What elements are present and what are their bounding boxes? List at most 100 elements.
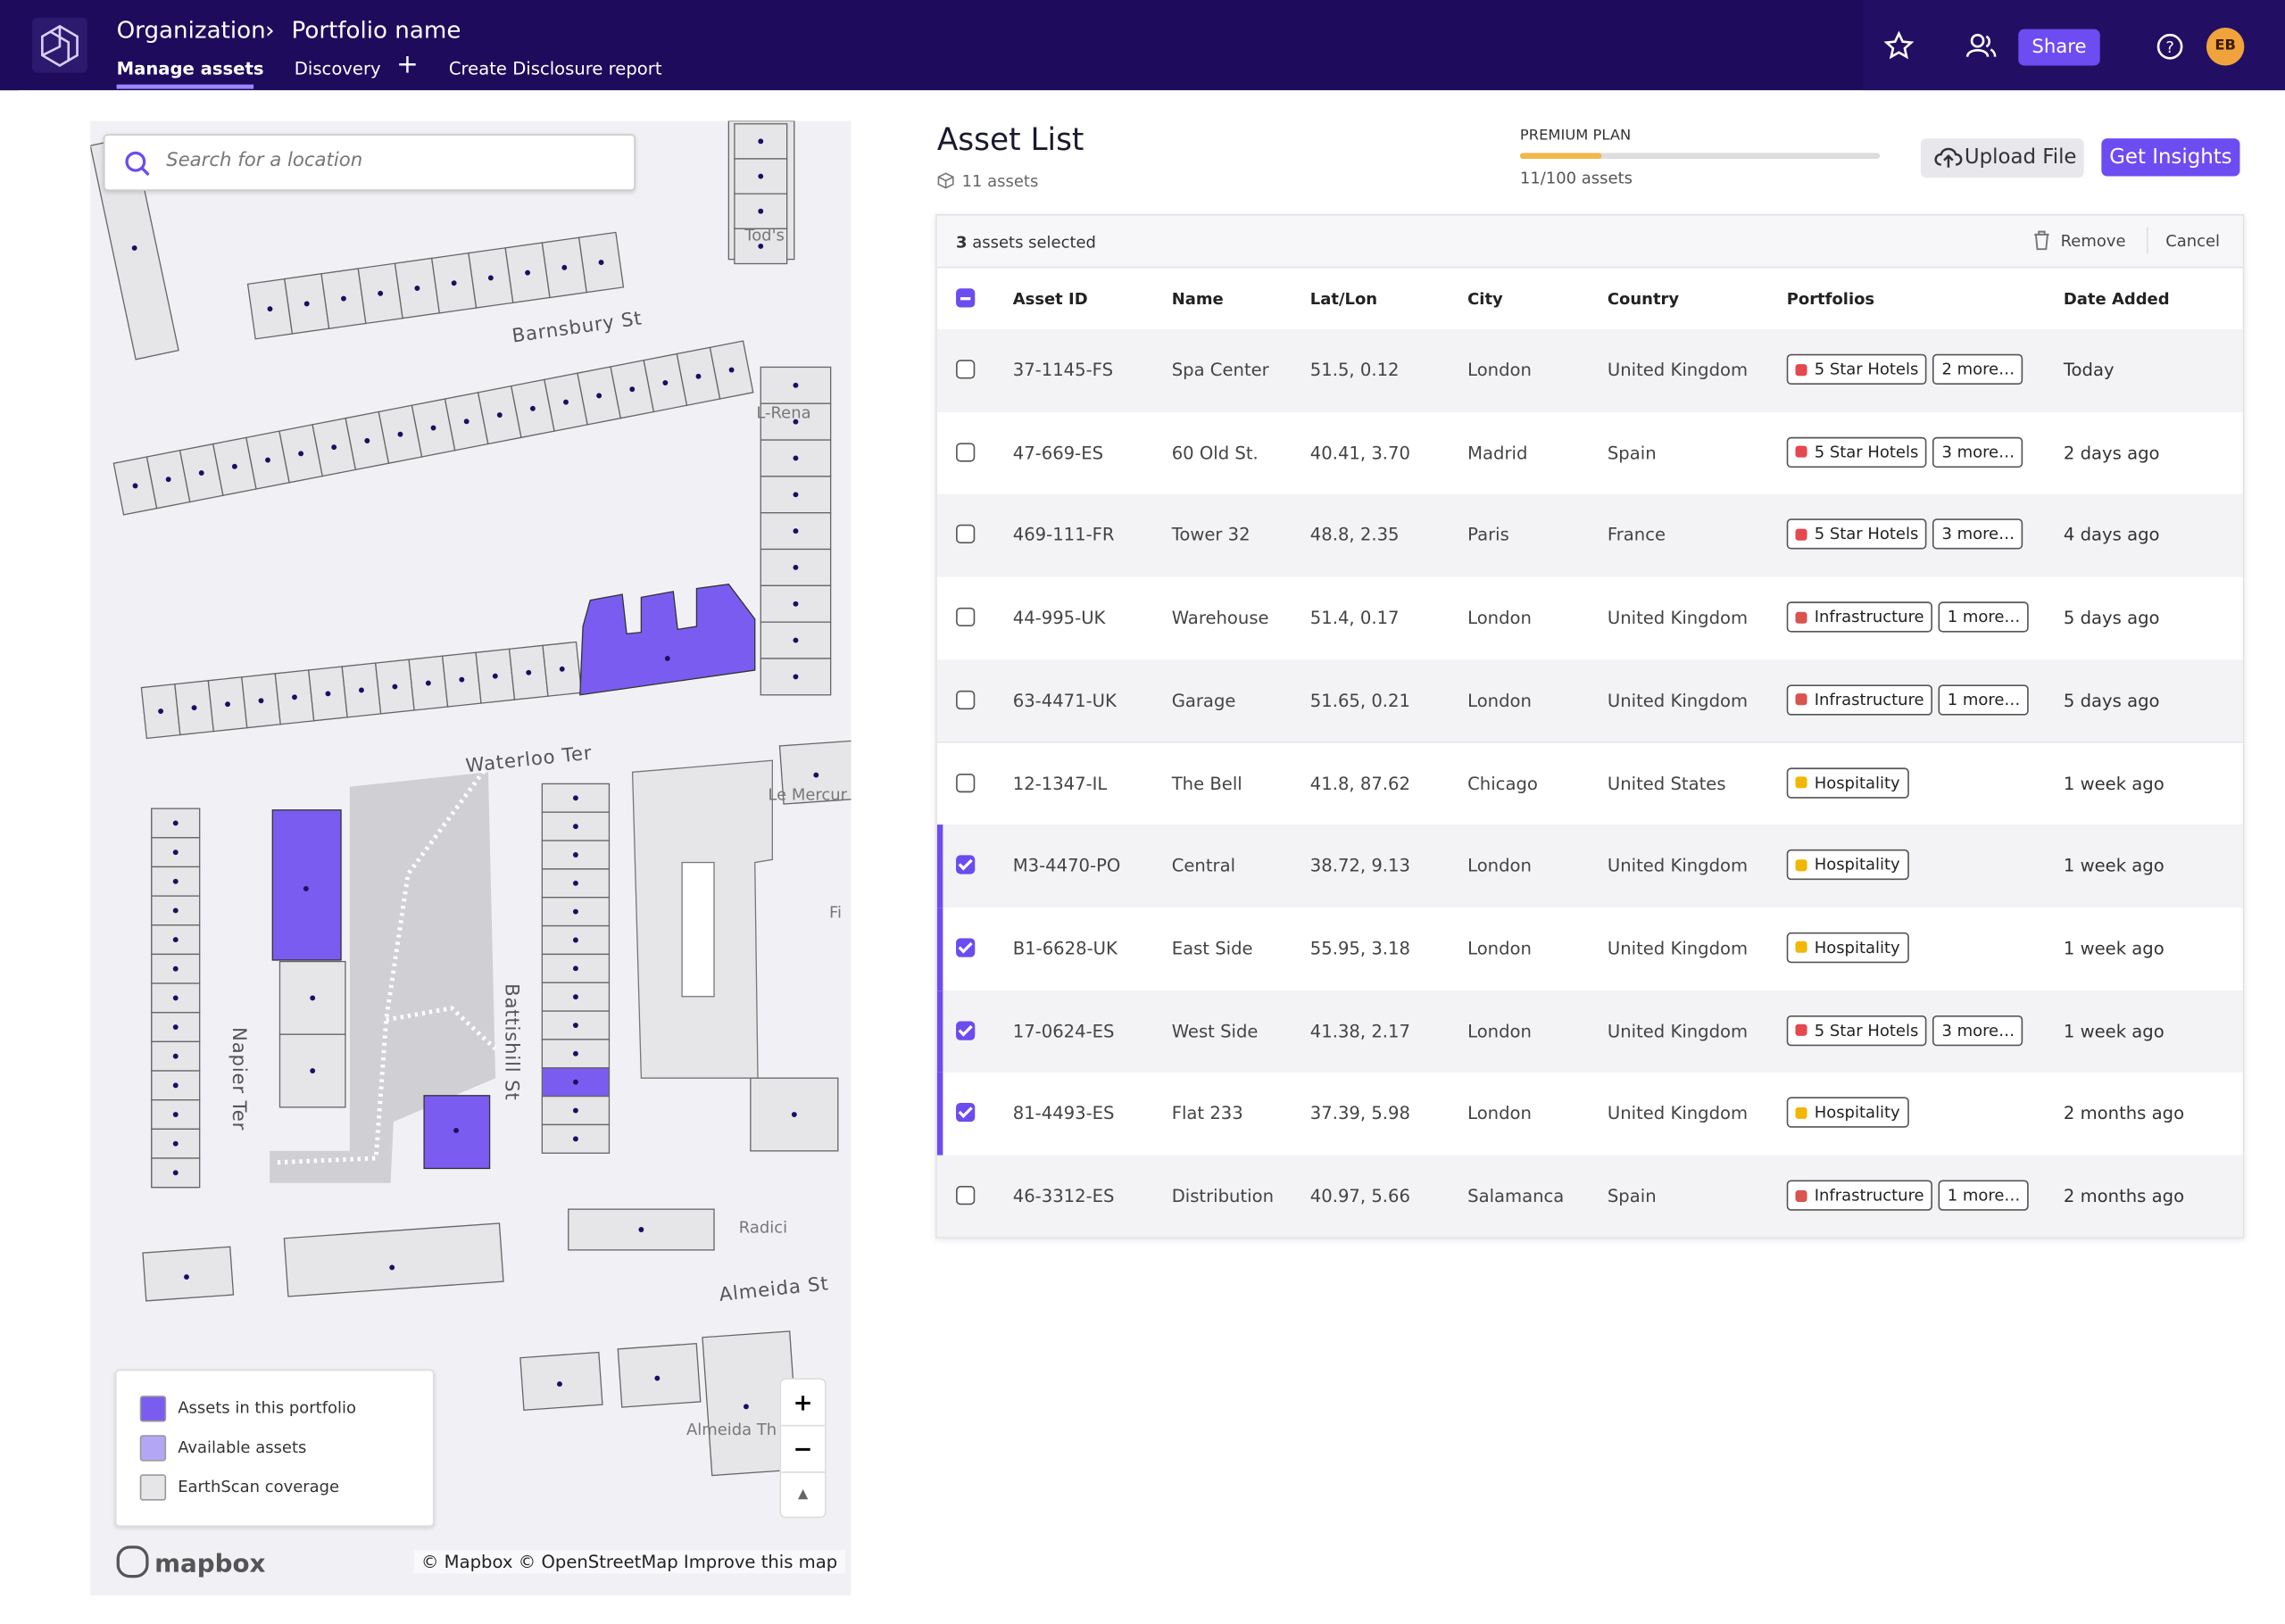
portfolio-tag[interactable]: Infrastructure bbox=[1786, 1180, 1933, 1211]
building-dot bbox=[172, 1140, 179, 1147]
portfolio-tag[interactable]: 5 Star Hotels bbox=[1786, 436, 1928, 468]
breadcrumb-org[interactable]: Organization bbox=[116, 15, 266, 44]
portfolio-tag[interactable]: 5 Star Hotels bbox=[1786, 353, 1928, 385]
map[interactable]: Barnsbury St Waterloo Ter Napier Ter Battis… bbox=[90, 120, 852, 1595]
portfolio-tag[interactable]: Infrastructure bbox=[1786, 684, 1933, 716]
column-header[interactable]: Date Added bbox=[2063, 289, 2170, 310]
cell-date: 2 months ago bbox=[2063, 1103, 2185, 1124]
tab-active[interactable]: Manage assets bbox=[116, 58, 264, 79]
row-checkbox[interactable] bbox=[956, 938, 976, 957]
cell-city: Salamanca bbox=[1467, 1186, 1565, 1206]
street-label: Napier Ter bbox=[228, 1027, 250, 1131]
logo-mark bbox=[41, 24, 79, 67]
checkmark bbox=[958, 939, 973, 954]
portfolio-tag[interactable]: Infrastructure bbox=[1786, 601, 1933, 633]
compass[interactable]: ▲ bbox=[797, 1487, 809, 1503]
building-dot bbox=[378, 290, 384, 296]
portfolio-tag[interactable]: Hospitality bbox=[1786, 932, 1909, 964]
upload-button[interactable]: Upload File bbox=[1920, 138, 2084, 178]
tag-icon bbox=[1795, 776, 1807, 789]
zoom-in[interactable]: + bbox=[781, 1380, 826, 1427]
table-row[interactable]: M3-4470-PO Central 38.72, 9.13 London United… bbox=[936, 824, 2243, 909]
building-dot bbox=[572, 937, 578, 943]
attribution[interactable]: © Mapbox © OpenStreetMap Improve this ma… bbox=[413, 1550, 845, 1574]
avatar[interactable]: EB bbox=[2206, 28, 2245, 66]
table-row[interactable]: 63-4471-UK Garage 51.65, 0.21 London United … bbox=[936, 659, 2243, 744]
cell-latlon: 51.5, 0.12 bbox=[1309, 360, 1400, 381]
cell-id: 81-4493-ES bbox=[1012, 1103, 1115, 1124]
favorite-button[interactable] bbox=[1877, 25, 1921, 69]
add-tab[interactable]: + bbox=[396, 49, 419, 80]
column-header[interactable]: City bbox=[1467, 289, 1503, 310]
tab[interactable]: Discovery bbox=[294, 58, 381, 79]
row-checkbox[interactable] bbox=[956, 360, 976, 379]
zoom-out[interactable]: − bbox=[781, 1426, 826, 1473]
cell-city: London bbox=[1467, 938, 1532, 959]
mapbox-logo[interactable]: mapbox bbox=[116, 1545, 265, 1579]
more-tag[interactable]: 2 more… bbox=[1932, 353, 2023, 385]
building-dot bbox=[572, 1050, 578, 1056]
column-header[interactable]: Country bbox=[1607, 289, 1680, 310]
column-header[interactable]: Lat/Lon bbox=[1309, 289, 1378, 310]
column-header[interactable]: Asset ID bbox=[1012, 289, 1088, 310]
portfolio-tag[interactable]: Hospitality bbox=[1786, 766, 1909, 798]
table-row[interactable]: 81-4493-ES Flat 233 37.39, 5.98 London Unite… bbox=[936, 1073, 2243, 1157]
row-checkbox[interactable] bbox=[956, 690, 976, 709]
cell-country: United Kingdom bbox=[1607, 690, 1749, 711]
help-button[interactable]: ? bbox=[2148, 25, 2192, 69]
more-tag[interactable]: 3 more… bbox=[1932, 436, 2023, 468]
more-tag[interactable]: 3 more… bbox=[1932, 518, 2023, 551]
building-dot bbox=[793, 528, 799, 534]
cell-city: Madrid bbox=[1467, 442, 1528, 463]
header-checkbox[interactable] bbox=[956, 288, 976, 308]
cell-city: Chicago bbox=[1467, 773, 1538, 794]
row-checkbox[interactable] bbox=[956, 442, 976, 462]
cancel-button[interactable]: Cancel bbox=[2165, 231, 2221, 251]
share-button[interactable]: Share bbox=[2018, 29, 2100, 66]
more-tag[interactable]: 3 more… bbox=[1932, 1015, 2023, 1046]
table-row[interactable]: 12-1347-IL The Bell 41.8, 87.62 Chicago Unit… bbox=[936, 742, 2243, 827]
tag-label: Hospitality bbox=[1814, 938, 1900, 957]
portfolio-tag[interactable]: 5 Star Hotels bbox=[1786, 518, 1928, 551]
table-row[interactable]: 37-1145-FS Spa Center 51.5, 0.12 London Unit… bbox=[936, 328, 2243, 414]
checkmark bbox=[958, 1021, 973, 1036]
building-dot bbox=[793, 601, 799, 607]
more-tag[interactable]: 1 more… bbox=[1938, 601, 2030, 633]
table-row[interactable]: B1-6628-UK East Side 55.95, 3.18 London Unit… bbox=[936, 907, 2243, 992]
row-checkbox[interactable] bbox=[956, 1186, 976, 1206]
insights-button[interactable]: Get Insights bbox=[2101, 138, 2240, 177]
table-row[interactable]: 469-111-FR Tower 32 48.8, 2.35 Paris France 5… bbox=[936, 494, 2243, 579]
row-checkbox[interactable] bbox=[956, 855, 976, 874]
row-checkbox[interactable] bbox=[956, 607, 976, 627]
table-row[interactable]: 44-995-UK Warehouse 51.4, 0.17 London United… bbox=[936, 576, 2243, 661]
portfolio-tag[interactable]: Hospitality bbox=[1786, 849, 1909, 881]
row-checkbox[interactable] bbox=[956, 1103, 976, 1123]
cell-latlon: 41.38, 2.17 bbox=[1309, 1020, 1410, 1041]
building bbox=[541, 840, 611, 870]
more-tag[interactable]: 1 more… bbox=[1938, 1180, 2030, 1211]
more-tag[interactable]: 1 more… bbox=[1938, 684, 2030, 716]
cell-name: Warehouse bbox=[1171, 607, 1269, 628]
column-header[interactable]: Name bbox=[1171, 289, 1224, 310]
cell-id: 63-4471-UK bbox=[1012, 690, 1117, 711]
table-row[interactable]: 47-669-ES 60 Old St. 40.41, 3.70 Madrid Spai… bbox=[936, 411, 2243, 496]
breadcrumb-portfolio[interactable]: Portfolio name bbox=[291, 15, 461, 44]
row-checkbox[interactable] bbox=[956, 1020, 976, 1040]
tag-icon bbox=[1795, 445, 1807, 458]
column-header[interactable]: Portfolios bbox=[1786, 289, 1875, 310]
table-row[interactable]: 46-3312-ES Distribution 40.97, 5.66 Salaman… bbox=[936, 1155, 2243, 1238]
row-checkbox[interactable] bbox=[956, 525, 976, 544]
users-button[interactable] bbox=[1958, 25, 2002, 69]
building-dot bbox=[572, 965, 578, 972]
portfolio-tag[interactable]: Hospitality bbox=[1786, 1097, 1909, 1129]
cell-latlon: 41.8, 87.62 bbox=[1309, 773, 1410, 794]
building-dot bbox=[258, 698, 264, 704]
portfolio-tag[interactable]: 5 Star Hotels bbox=[1786, 1015, 1928, 1046]
search-box[interactable]: Search for a location bbox=[103, 134, 636, 191]
building-dot bbox=[557, 1381, 562, 1388]
remove-button[interactable]: Remove bbox=[2060, 231, 2126, 251]
tab[interactable]: Create Disclosure report bbox=[448, 58, 662, 79]
row-checkbox[interactable] bbox=[956, 773, 976, 792]
table-row[interactable]: 17-0624-ES West Side 41.38, 2.17 London Unit… bbox=[936, 990, 2243, 1074]
